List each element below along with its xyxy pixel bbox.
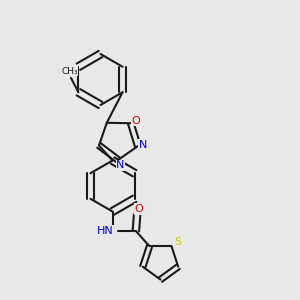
Text: CH₃: CH₃ <box>61 67 78 76</box>
Text: S: S <box>175 237 182 248</box>
Text: HN: HN <box>97 226 113 236</box>
Text: N: N <box>116 160 125 170</box>
Text: O: O <box>134 204 143 214</box>
Text: N: N <box>139 140 147 150</box>
Text: O: O <box>132 116 141 126</box>
